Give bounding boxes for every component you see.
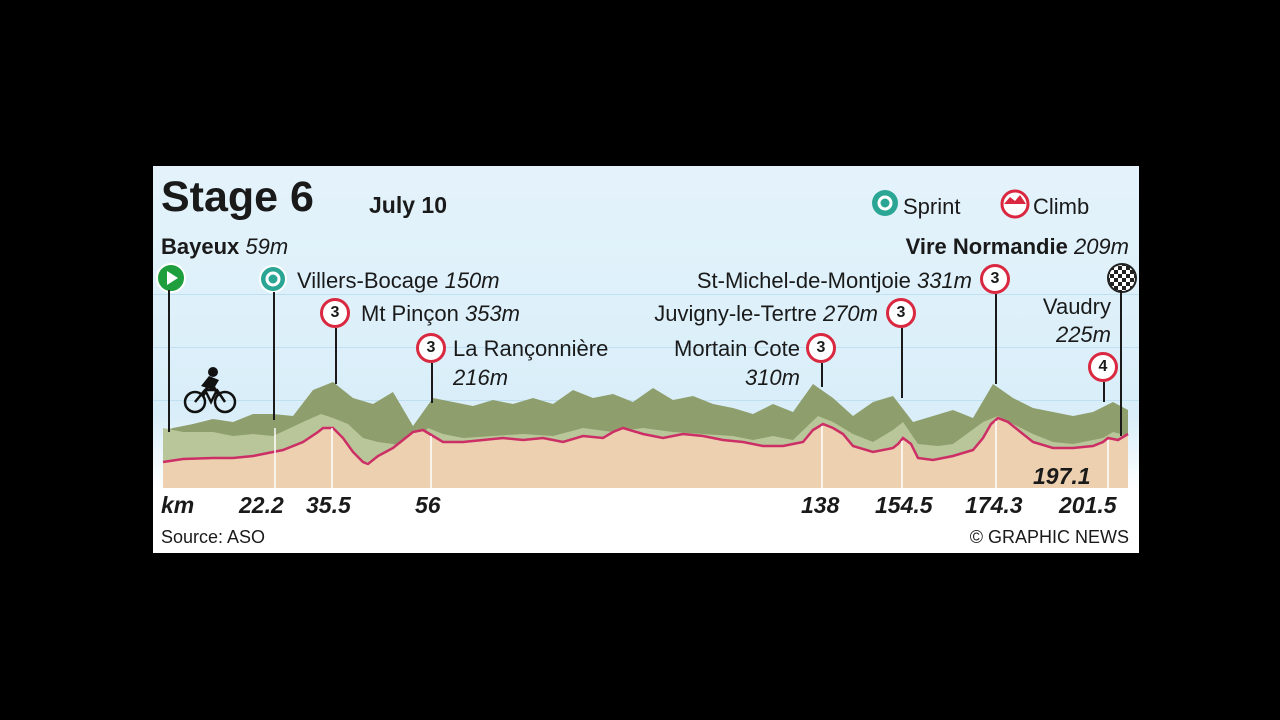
total-distance: 197.1: [1033, 463, 1091, 489]
point-label-mortain-cote-name: Mortain Cote: [674, 336, 800, 361]
km-marker-lines: [274, 421, 1109, 488]
start-line: [168, 290, 170, 432]
finish-name: Vire Normandie: [905, 234, 1068, 259]
start-label: Bayeux 59m: [161, 236, 288, 258]
finish-line: [1120, 290, 1122, 436]
sprint-icon: [259, 265, 287, 293]
km-tick: 174.3: [965, 492, 1023, 518]
km-axis-label: km: [161, 492, 195, 518]
climb-icon: [1000, 189, 1030, 219]
credit-note: © GRAPHIC NEWS: [969, 527, 1129, 547]
point-label-mortain-cote-altitude: 310m: [744, 365, 800, 390]
climb-category-badge: 4: [1088, 352, 1118, 382]
stage-profile-graphic: Stage 6 July 10 Sprint Climb Bayeux 59m …: [153, 166, 1139, 553]
ground-fill: [163, 418, 1128, 488]
point-name: Villers-Bocage: [297, 268, 439, 293]
point-altitude: 331m: [916, 268, 972, 293]
km-tick: 22.2: [239, 492, 284, 518]
point-label-la-ranconniere-altitude: 216m: [453, 365, 509, 390]
km-tick: 56: [415, 492, 441, 518]
km-tick: 138: [801, 492, 840, 518]
km-tick: 35.5: [306, 492, 351, 518]
km-tick: 154.5: [875, 492, 933, 518]
legend-climb-label: Climb: [1033, 194, 1090, 219]
point-label-st-michel-de-montjoie: St-Michel-de-Montjoie 331m: [697, 270, 972, 292]
gridline: [153, 347, 1139, 348]
climb-line: [335, 328, 337, 384]
finish-flag-icon: [1107, 263, 1137, 293]
climb-line: [901, 328, 903, 398]
climb-category-badge: 3: [320, 298, 350, 328]
point-label-villers-bocage: Villers-Bocage 150m: [297, 270, 500, 292]
climb-category-badge: 3: [416, 333, 446, 363]
climb-category-badge: 3: [886, 298, 916, 328]
point-name: Mt Pinçon: [361, 301, 459, 326]
climb-line: [821, 363, 823, 387]
start-icon: [156, 263, 186, 293]
finish-altitude: 209m: [1073, 234, 1129, 259]
climb-line: [1103, 382, 1105, 402]
profile-line: [162, 416, 1129, 466]
source-note: Source: ASO: [161, 527, 266, 547]
climb-category-badge: 3: [980, 264, 1010, 294]
point-altitude: 270m: [822, 301, 878, 326]
point-label-la-ranconniere-name: La Rançonnière: [453, 336, 609, 361]
stage-date: July 10: [369, 192, 447, 218]
climb-line: [431, 363, 433, 403]
point-label-mt-pincon: Mt Pinçon 353m: [361, 303, 520, 325]
climb-line: [995, 294, 997, 384]
start-name: Bayeux: [161, 234, 240, 259]
cyclist-icon: [183, 367, 237, 414]
stage-title: Stage 6: [161, 173, 314, 221]
point-altitude: 353m: [464, 301, 520, 326]
sprint-line: [273, 292, 275, 420]
elevation-profile: [162, 382, 1129, 488]
start-altitude: 59m: [245, 234, 289, 259]
legend-sprint-label: Sprint: [903, 194, 961, 219]
point-label-vaudry-name: Vaudry: [1042, 294, 1111, 319]
km-tick: 201.5: [1059, 492, 1117, 518]
finish-label: Vire Normandie 209m: [906, 236, 1129, 258]
point-label-juvigny-le-tertre: Juvigny-le-Tertre 270m: [654, 303, 878, 325]
point-label-vaudry-altitude: 225m: [1055, 322, 1111, 347]
gridline: [153, 294, 1139, 295]
climb-category-badge: 3: [806, 333, 836, 363]
point-name: St-Michel-de-Montjoie: [696, 268, 911, 293]
sprint-icon: [872, 190, 898, 216]
point-altitude: 150m: [444, 268, 500, 293]
point-name: Juvigny-le-Tertre: [654, 301, 817, 326]
